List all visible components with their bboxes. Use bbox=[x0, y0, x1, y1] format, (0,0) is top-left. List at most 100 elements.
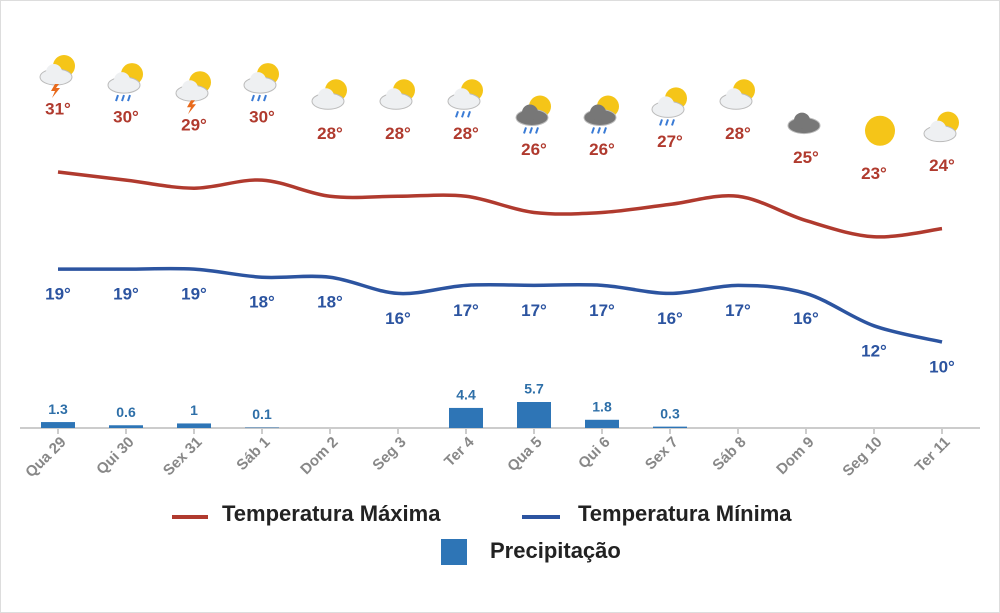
rain bbox=[257, 94, 261, 102]
weather-icon bbox=[651, 87, 687, 126]
precip-bar bbox=[245, 427, 279, 429]
rain bbox=[529, 127, 533, 134]
cloud bbox=[726, 88, 742, 105]
temp-label: 27° bbox=[657, 132, 683, 151]
rain bbox=[523, 127, 527, 134]
weather-icon bbox=[243, 63, 279, 102]
cloud bbox=[386, 88, 402, 105]
precip-label: 1.8 bbox=[592, 398, 612, 414]
sun bbox=[865, 115, 895, 146]
cloud bbox=[182, 80, 198, 97]
rain bbox=[603, 127, 607, 134]
max-temp-line bbox=[57, 170, 943, 239]
weather-icon bbox=[787, 112, 821, 135]
temp-label: 19° bbox=[113, 285, 139, 304]
rain bbox=[115, 94, 119, 102]
temp-label: 26° bbox=[589, 140, 615, 159]
temp-label: 17° bbox=[521, 301, 547, 320]
rain bbox=[665, 119, 669, 126]
temp-label: 25° bbox=[793, 148, 819, 167]
precip-bar bbox=[449, 407, 483, 428]
temp-label: 17° bbox=[725, 301, 751, 320]
cloud bbox=[46, 64, 62, 80]
rain bbox=[127, 94, 131, 102]
precip-bar bbox=[517, 402, 551, 428]
temp-label: 26° bbox=[521, 140, 547, 159]
precip-label: 0.6 bbox=[116, 404, 136, 420]
temp-label: 23° bbox=[861, 164, 887, 183]
precip-label: 0.1 bbox=[252, 406, 272, 422]
temp-label: 24° bbox=[929, 156, 955, 175]
weather-icon bbox=[107, 63, 143, 102]
rain bbox=[659, 119, 663, 126]
weather-icon bbox=[719, 79, 755, 110]
rain bbox=[535, 127, 539, 134]
temp-label: 29° bbox=[181, 116, 207, 135]
temp-label: 10° bbox=[929, 357, 955, 376]
temp-label: 19° bbox=[45, 285, 71, 304]
legend-label: Temperatura Máxima bbox=[222, 501, 441, 526]
rain bbox=[121, 94, 125, 102]
cloud bbox=[114, 72, 130, 89]
rain bbox=[591, 127, 595, 134]
temp-label: 28° bbox=[317, 124, 343, 143]
precip-label: 0.3 bbox=[660, 405, 680, 421]
rain bbox=[251, 94, 255, 102]
temp-label: 30° bbox=[249, 108, 275, 127]
min-temp-line bbox=[58, 266, 943, 344]
rain bbox=[263, 94, 267, 102]
temp-label: 28° bbox=[385, 124, 411, 143]
cloud bbox=[590, 104, 606, 121]
precip-label: 1.3 bbox=[48, 401, 68, 417]
weather-icon bbox=[865, 115, 895, 146]
legend-swatch bbox=[441, 539, 467, 565]
precip-label: 5.7 bbox=[524, 381, 544, 397]
weather-icon bbox=[39, 55, 75, 98]
temp-label: 31° bbox=[45, 99, 71, 118]
cloud bbox=[658, 96, 674, 113]
precip-bar bbox=[585, 419, 619, 428]
temp-label: 16° bbox=[657, 309, 683, 328]
legend-label: Temperatura Mínima bbox=[578, 501, 792, 526]
temp-label: 18° bbox=[249, 293, 275, 312]
weather-icon bbox=[515, 95, 551, 134]
precip-bar bbox=[109, 425, 143, 428]
rain bbox=[467, 110, 471, 118]
precip-bar bbox=[41, 422, 75, 428]
cloud bbox=[522, 104, 538, 121]
rain bbox=[597, 127, 601, 134]
legend-label: Precipitação bbox=[490, 538, 621, 563]
cloud bbox=[930, 120, 946, 137]
weather-icon bbox=[311, 79, 347, 110]
weather-icon bbox=[379, 79, 415, 110]
bolt bbox=[187, 100, 196, 115]
weather-icon bbox=[923, 111, 959, 143]
cloud bbox=[250, 72, 266, 89]
temp-label: 28° bbox=[453, 124, 479, 143]
precip-label: 1 bbox=[190, 402, 198, 418]
temp-label: 30° bbox=[113, 108, 139, 127]
weather-icon bbox=[583, 95, 619, 134]
cloud bbox=[794, 112, 810, 129]
precip-label: 4.4 bbox=[456, 387, 476, 403]
temp-label: 12° bbox=[861, 341, 887, 360]
temp-label: 16° bbox=[793, 309, 819, 328]
temp-label: 18° bbox=[317, 293, 343, 312]
rain bbox=[461, 110, 465, 118]
temp-label: 19° bbox=[181, 285, 207, 304]
weather-icon bbox=[447, 79, 483, 118]
rain bbox=[671, 119, 675, 126]
temp-label: 17° bbox=[589, 301, 615, 320]
temp-label: 17° bbox=[453, 301, 479, 320]
rain bbox=[455, 110, 459, 118]
precip-bar bbox=[177, 423, 211, 428]
temp-label: 16° bbox=[385, 309, 411, 328]
weather-icon bbox=[175, 71, 211, 115]
bolt bbox=[51, 84, 60, 98]
precip-bar bbox=[653, 426, 687, 428]
cloud bbox=[318, 88, 334, 105]
temp-label: 28° bbox=[725, 124, 751, 143]
cloud bbox=[454, 88, 470, 105]
